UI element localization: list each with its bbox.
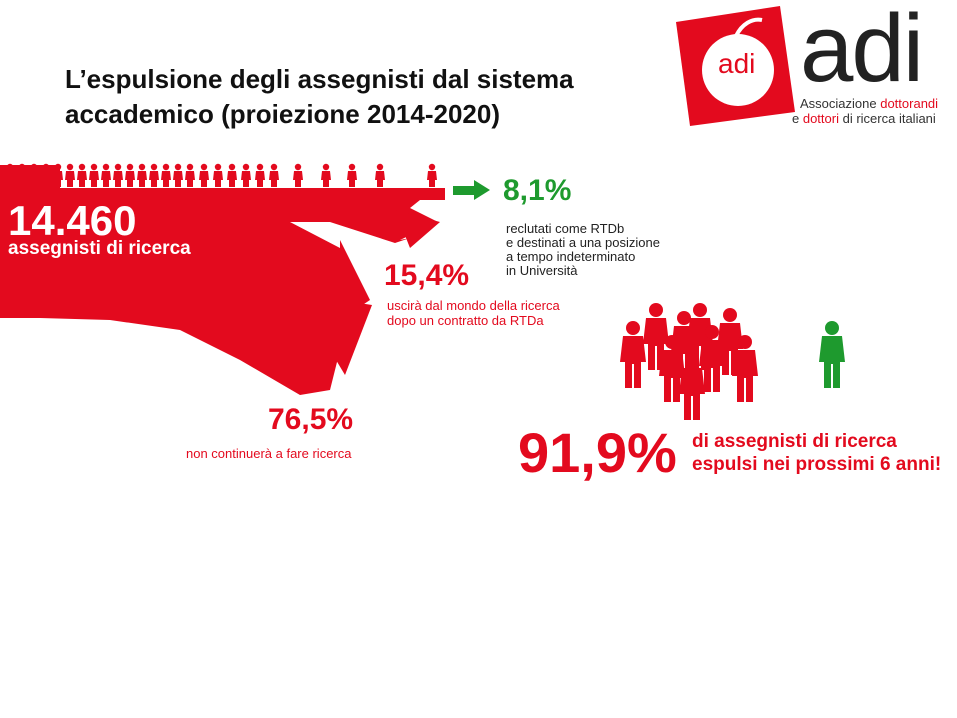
stop-percentage: 76,5% [268,403,354,436]
expelled-line: di assegnisti di ricerca [692,431,897,452]
expelled-line: espulsi nei prossimi 6 anni! [692,454,942,475]
rtda-line: dopo un contratto da RTDa [387,313,544,328]
tagline-highlight: dottorandi [880,96,939,111]
expelled-percentage: 91,9% [518,421,677,484]
rtda-description: uscirà dal mondo della ricerca dopo un c… [387,298,560,328]
title-line-2: accademico (proiezione 2014-2020) [65,99,500,129]
flow-band [0,165,445,395]
apple-logo-icon [676,6,795,126]
tagline-text: di ricerca italiani [838,111,936,126]
expelled-description: di assegnisti di ricerca espulsi nei pro… [692,430,941,476]
total-value: 14.460 [8,197,137,244]
logo-tagline: Associazione dottorandi e dottori di ric… [792,96,939,126]
rtdb-line: reclutati come RTDb [506,221,625,236]
crowd-icon [620,303,758,420]
total-label: assegnisti di ricerca [8,238,191,259]
people-row [5,163,437,187]
rtdb-line: e destinati a una posizione [506,235,660,250]
rtda-percentage: 15,4% [384,259,470,292]
logo-name: adi [800,0,924,102]
arrow-icon [453,180,490,200]
rtda-line: uscirà dal mondo della ricerca [387,298,560,313]
rtdb-line: in Università [506,263,578,278]
page-title: L’espulsione degli assegnisti dal sistem… [65,62,585,132]
rtdb-percentage: 8,1% [503,174,572,207]
rtdb-line: a tempo indeterminato [506,249,636,264]
tagline-highlight: dottori [802,111,839,126]
tagline-text: Associazione [800,96,881,111]
tagline-text: e [792,111,803,126]
rtdb-description: reclutati come RTDb e destinati a una po… [506,222,660,278]
stop-description: non continuerà a fare ricerca [186,446,352,461]
person-icon [819,321,845,388]
logo-badge-text: adi [718,48,756,79]
title-line-1: L’espulsione degli assegnisti dal sistem… [65,64,574,94]
